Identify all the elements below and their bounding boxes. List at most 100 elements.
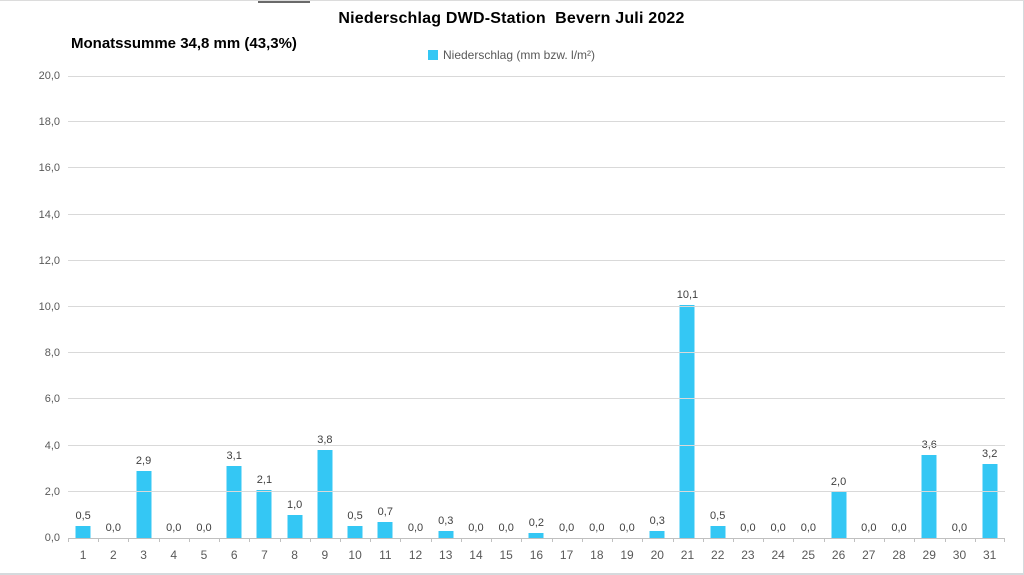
bar: [136, 471, 152, 538]
gridline: [68, 352, 1005, 354]
gridline: [68, 121, 1005, 123]
tick-mark: [430, 538, 432, 542]
x-axis-label: 31: [982, 548, 997, 562]
bar-value-label: 0,0: [951, 522, 968, 534]
y-axis-label: 10,0: [38, 301, 60, 313]
x-axis-label: 3: [140, 548, 147, 562]
legend-label: Niederschlag (mm bzw. l/m²): [442, 48, 596, 62]
bar-value-label: 0,3: [438, 515, 454, 528]
column-day-27: 0,0 27: [854, 76, 884, 562]
y-axis-label: 12,0: [38, 254, 60, 267]
column-day-30: 0,0 30: [944, 76, 974, 562]
tick-mark: [309, 538, 311, 542]
x-axis-label: 7: [261, 548, 268, 562]
tick-mark: [400, 538, 402, 542]
bar: [679, 304, 695, 538]
bar: [831, 491, 847, 538]
tick-mark: [128, 538, 130, 542]
bar: [317, 450, 333, 538]
bar: [982, 464, 998, 538]
bar-value-label: 0,0: [558, 522, 575, 534]
x-axis-label: 2: [109, 548, 117, 562]
bar-value-label: 0,0: [800, 522, 816, 534]
tick-mark: [914, 538, 916, 542]
y-axis-label: 0,0: [44, 532, 60, 544]
x-axis-label: 24: [771, 548, 785, 562]
x-axis-label: 16: [529, 548, 544, 562]
tick-mark: [884, 538, 886, 542]
bar-value-label: 2,1: [256, 473, 273, 486]
column-day-14: 0,0 14: [461, 76, 491, 562]
tick-mark: [370, 538, 372, 542]
x-axis-label: 1: [79, 548, 87, 562]
column-day-18: 0,0 18: [582, 76, 612, 562]
tick-mark: [68, 538, 69, 542]
y-axis-label: 18,0: [38, 116, 60, 129]
column-day-17: 0,0 17: [552, 76, 582, 562]
tick-mark: [642, 538, 644, 542]
tick-mark: [763, 538, 765, 542]
column-day-28: 0,0 28: [884, 76, 914, 562]
column-day-25: 0,0 25: [793, 76, 823, 562]
x-axis-label: 27: [862, 548, 876, 562]
x-axis-label: 26: [831, 548, 846, 562]
bar: [75, 526, 91, 538]
bar-value-label: 0,7: [377, 505, 393, 518]
bar: [347, 526, 363, 538]
column-day-1: 0,5 1: [68, 76, 98, 562]
x-axis-label: 4: [170, 548, 178, 562]
y-axis-label: 8,0: [44, 347, 60, 360]
x-axis-label: 20: [650, 548, 664, 562]
x-axis-label: 15: [499, 548, 513, 562]
chart-subtitle: Monatssumme 34,8 mm (43,3%): [71, 35, 297, 52]
bar-value-label: 0,5: [347, 510, 363, 523]
column-day-13: 0,3 13: [431, 76, 461, 562]
tick-mark: [612, 538, 614, 542]
tick-mark: [491, 538, 493, 542]
bar: [256, 489, 272, 538]
x-axis-label: 19: [620, 548, 634, 562]
y-axis: 0,0 2,0 4,0 6,0 8,0 10,0 12,0 14,0 16,0 18,0 20,0: [0, 70, 60, 544]
bar-value-label: 3,8: [317, 434, 333, 447]
tick-mark: [944, 538, 946, 542]
x-axis-label: 9: [321, 548, 329, 562]
x-axis-label: 17: [559, 548, 574, 562]
bar: [438, 531, 454, 538]
column-day-16: 0,2 16: [521, 76, 551, 562]
tick-mark: [219, 538, 221, 542]
bar-value-label: 0,0: [105, 522, 121, 534]
column-day-29: 3,6 29: [914, 76, 944, 562]
x-axis-ticks: [68, 538, 1005, 542]
x-axis-label: 6: [230, 548, 238, 562]
bar-value-label: 0,0: [196, 522, 212, 534]
x-axis-label: 13: [439, 548, 453, 562]
tick-mark: [340, 538, 342, 542]
tick-mark: [279, 538, 281, 542]
tick-mark: [853, 538, 855, 542]
bar: [287, 514, 303, 538]
bar: [226, 466, 242, 538]
tick-mark: [551, 538, 553, 542]
column-day-23: 0,0 23: [733, 76, 763, 562]
gridline: [68, 444, 1005, 446]
column-day-24: 0,0 24: [763, 76, 793, 562]
y-axis-label: 14,0: [38, 208, 60, 221]
column-day-22: 0,5 22: [703, 76, 733, 562]
bar-value-label: 0,0: [407, 522, 424, 534]
column-day-3: 2,9 3: [128, 76, 158, 562]
bar-value-label: 0,0: [498, 522, 514, 534]
column-day-19: 0,0 19: [612, 76, 642, 562]
tick-mark: [581, 538, 583, 542]
bar-value-label: 0,0: [891, 522, 907, 534]
tick-mark: [98, 538, 100, 542]
column-day-21: 10,1 21: [672, 76, 702, 562]
gridline: [68, 306, 1005, 307]
column-day-5: 0,0 5: [189, 76, 219, 562]
tick-mark: [732, 538, 734, 542]
tick-mark: [823, 538, 825, 542]
x-axis-label: 18: [590, 548, 604, 562]
gridline: [68, 490, 1005, 492]
column-day-31: 3,2 31: [975, 76, 1005, 562]
gridline: [68, 167, 1005, 169]
